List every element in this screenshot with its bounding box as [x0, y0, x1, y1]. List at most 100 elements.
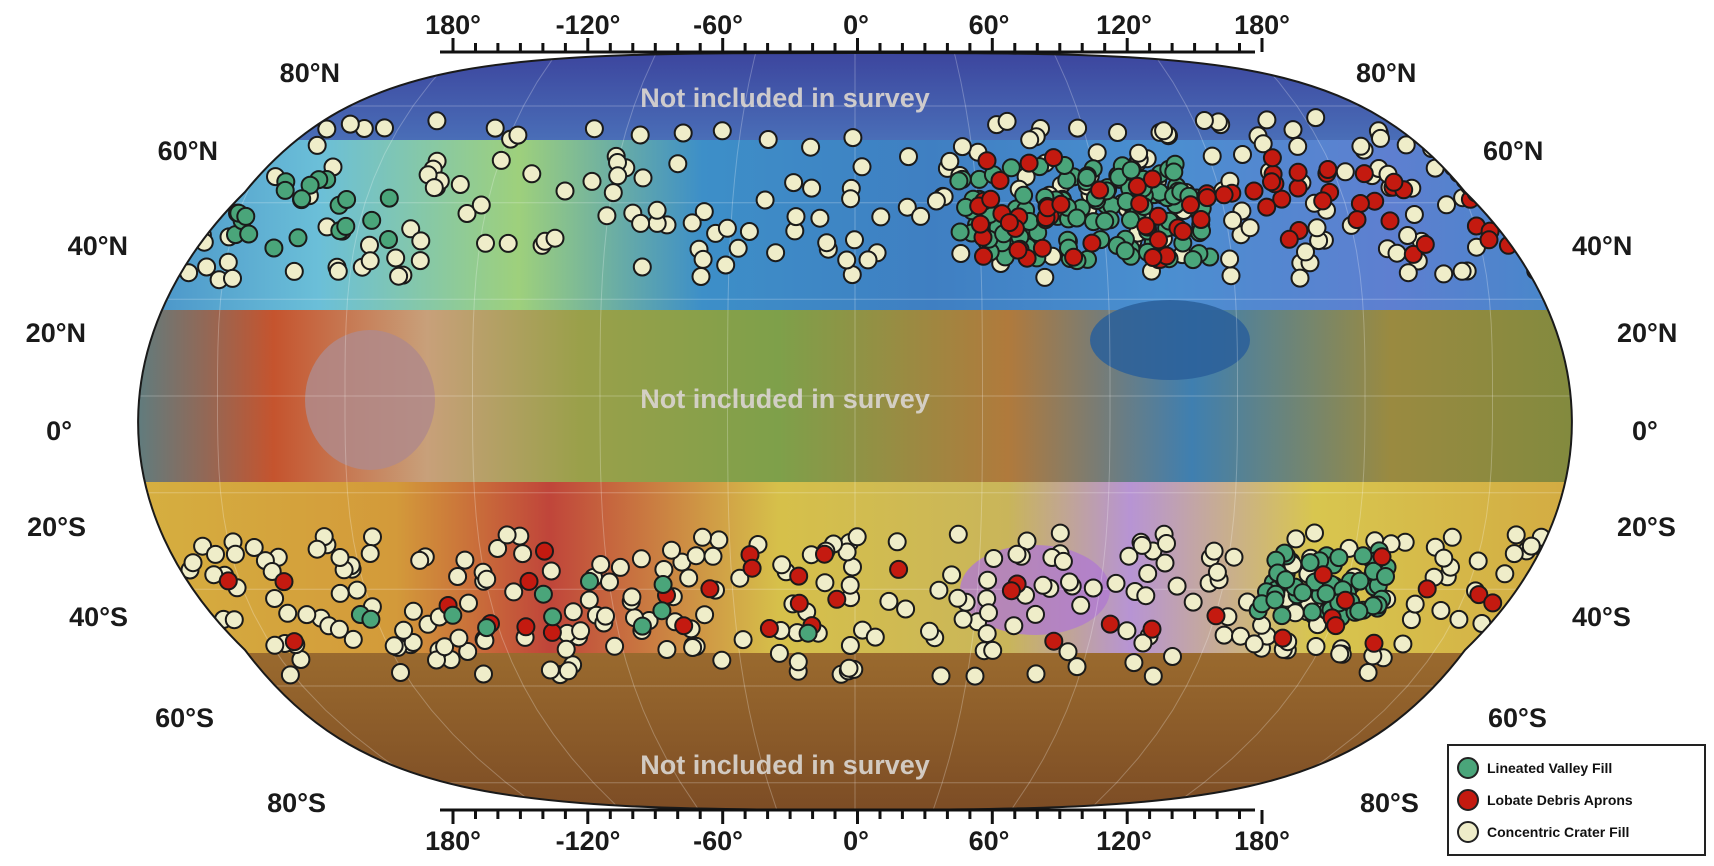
concentric-crater-fill-point — [221, 144, 240, 164]
lobate-debris-apron-point — [193, 177, 213, 197]
concentric-crater-fill-point — [772, 555, 792, 575]
concentric-crater-fill-point — [1506, 525, 1526, 545]
legend-label-lobate-debris-aprons: Lobate Debris Aprons — [1487, 792, 1633, 808]
lobate-debris-apron-point — [1544, 202, 1564, 221]
lobate-debris-apron-point — [999, 213, 1019, 233]
lobate-debris-apron-point — [1142, 619, 1162, 639]
bottom-lon-label-180e: 180° — [1234, 826, 1290, 856]
concentric-crater-fill-point — [1526, 261, 1546, 281]
concentric-crater-fill-point — [1398, 263, 1418, 283]
lobate-debris-apron-point — [700, 579, 720, 599]
concentric-crater-fill-point — [1593, 524, 1610, 541]
concentric-crater-fill-point — [1425, 158, 1445, 178]
concentric-crater-fill-point — [347, 580, 367, 600]
lobate-debris-apron-point — [1136, 216, 1156, 236]
concentric-crater-fill-point — [498, 233, 518, 253]
lobate-debris-apron-point — [1313, 191, 1333, 211]
concentric-crater-fill-point — [662, 540, 681, 560]
concentric-crater-fill-point — [1306, 108, 1326, 128]
concentric-crater-fill-point — [1244, 634, 1264, 654]
concentric-crater-fill-point — [491, 150, 511, 170]
concentric-crater-fill-point — [497, 525, 517, 545]
concentric-crater-fill-point — [1233, 145, 1252, 164]
lobate-debris-apron-point — [1505, 217, 1525, 237]
concentric-crater-fill-point — [459, 593, 478, 613]
lobate-debris-apron-point — [542, 622, 562, 642]
legend-swatch-concentric-crater-fill — [1457, 821, 1479, 843]
concentric-crater-fill-point — [1387, 243, 1407, 263]
concentric-crater-fill-point — [1520, 225, 1540, 244]
concentric-crater-fill-point — [1495, 564, 1515, 584]
concentric-crater-fill-point — [951, 244, 971, 263]
concentric-crater-fill-point — [1033, 575, 1053, 595]
lobate-debris-apron-point — [1044, 631, 1064, 651]
concentric-crater-fill-point — [1501, 180, 1521, 200]
bottom-axis-ticks — [451, 810, 1264, 824]
lobate-debris-apron-point — [1380, 211, 1400, 231]
lobate-debris-apron-point — [1479, 230, 1499, 250]
concentric-crater-fill-point — [167, 232, 187, 252]
lineated-valley-fill-point — [1183, 250, 1203, 270]
lobate-debris-apron-point — [1051, 194, 1071, 214]
bottom-lon-label-180w: 180° — [425, 826, 481, 856]
lobate-debris-apron-point — [1544, 230, 1564, 250]
concentric-crater-fill-point — [1117, 621, 1137, 641]
concentric-crater-fill-point — [317, 119, 337, 139]
concentric-crater-fill-point — [716, 255, 736, 275]
lobate-debris-apron-point — [1547, 169, 1567, 189]
concentric-crater-fill-point — [887, 532, 907, 552]
lobate-debris-apron-point — [1019, 153, 1039, 173]
concentric-crater-fill-point — [1510, 603, 1530, 622]
concentric-crater-fill-point — [899, 147, 918, 167]
concentric-crater-fill-point — [183, 553, 203, 573]
concentric-crater-fill-point — [1068, 118, 1088, 138]
concentric-crater-fill-point — [197, 257, 217, 277]
right-lat-label-60s: 60°S — [1488, 703, 1547, 733]
concentric-crater-fill-point — [686, 546, 706, 566]
concentric-crater-fill-point — [837, 250, 857, 270]
lobate-debris-apron-point — [1064, 247, 1084, 267]
concentric-crater-fill-point — [1475, 177, 1495, 197]
concentric-crater-fill-point — [582, 171, 602, 191]
concentric-crater-fill-point — [657, 640, 677, 659]
lobate-debris-apron-point — [1001, 581, 1021, 601]
lineated-valley-fill-point — [236, 206, 256, 226]
concentric-crater-fill-point — [1067, 657, 1087, 677]
lobate-debris-apron-point — [1149, 230, 1168, 250]
concentric-crater-fill-point — [224, 610, 244, 630]
lobate-debris-apron-point — [1197, 188, 1217, 208]
concentric-crater-fill-point — [865, 627, 885, 647]
concentric-crater-fill-point — [1371, 128, 1390, 148]
concentric-crater-fill-point — [138, 555, 151, 575]
left-lat-label-20s: 20°S — [27, 512, 86, 542]
lobate-debris-apron-point — [535, 541, 554, 561]
lineated-valley-fill-point — [443, 605, 463, 625]
concentric-crater-fill-point — [1306, 637, 1326, 656]
concentric-crater-fill-point — [603, 183, 623, 203]
lobate-debris-apron-point — [1531, 226, 1551, 246]
lineated-valley-fill-point — [1067, 208, 1087, 228]
concentric-crater-fill-point — [693, 527, 712, 547]
concentric-crater-fill-point — [448, 567, 468, 586]
lobate-debris-apron-point — [1262, 148, 1282, 168]
concentric-crater-fill-point — [1257, 110, 1277, 130]
concentric-crater-fill-point — [389, 266, 409, 286]
concentric-crater-fill-point — [1335, 162, 1355, 182]
lobate-debris-apron-point — [1542, 169, 1562, 189]
concentric-crater-fill-point — [541, 561, 561, 581]
lobate-debris-apron-point — [1556, 190, 1572, 210]
lobate-debris-apron-point — [1279, 229, 1299, 249]
concentric-crater-fill-point — [1154, 121, 1174, 141]
graticule-meridian — [727, 53, 786, 810]
concentric-crater-fill-point — [815, 573, 835, 593]
concentric-crater-fill-point — [1305, 523, 1324, 543]
lobate-debris-apron-point — [1143, 248, 1163, 267]
concentric-crater-fill-point — [926, 191, 946, 211]
lineated-valley-fill-point — [950, 222, 970, 242]
concentric-crater-fill-point — [1449, 127, 1468, 147]
concentric-crater-fill-point — [691, 267, 711, 286]
concentric-crater-fill-point — [1398, 226, 1418, 245]
lobate-debris-apron-point — [742, 558, 762, 578]
concentric-crater-fill-point — [1474, 178, 1494, 198]
lobate-debris-apron-point — [1354, 164, 1374, 184]
